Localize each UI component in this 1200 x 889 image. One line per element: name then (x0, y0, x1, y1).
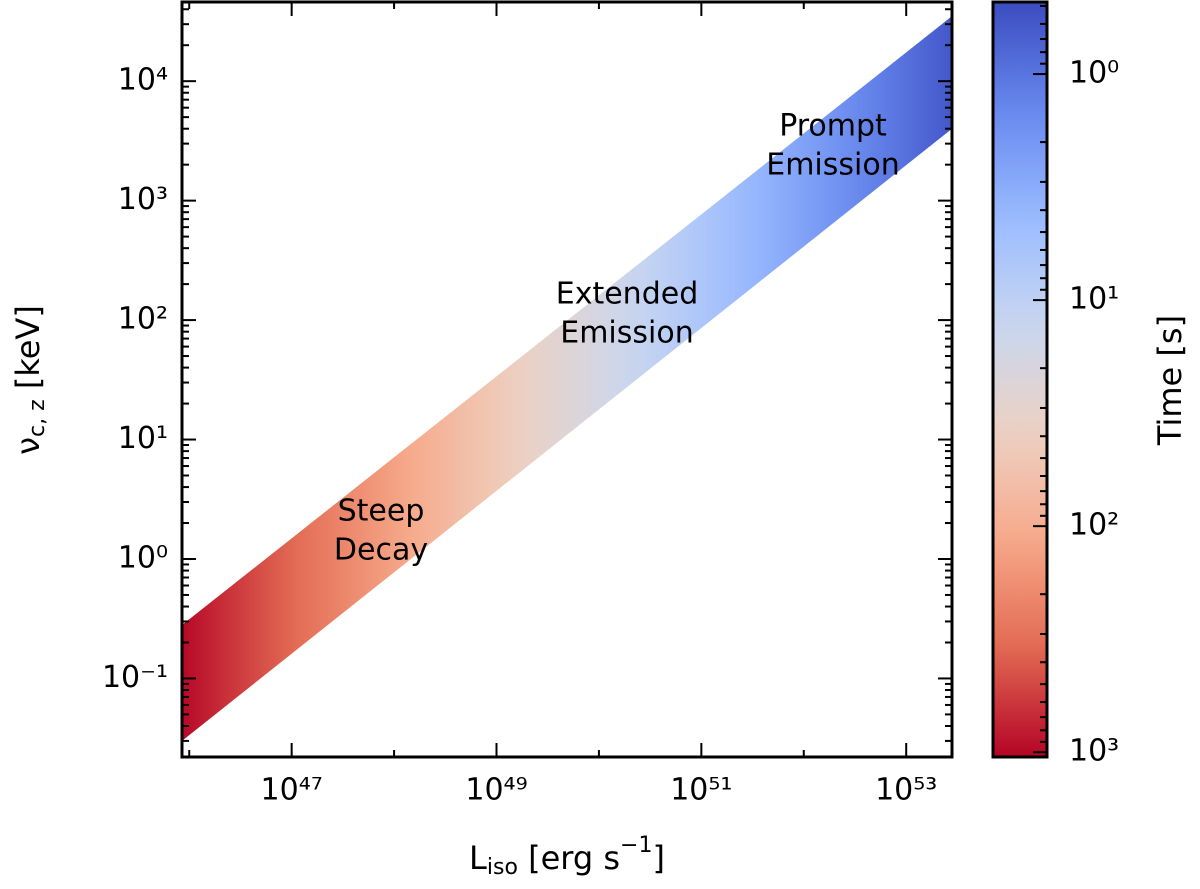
label-part: −1 (620, 833, 652, 858)
colorbar (991, 0, 1049, 759)
y-tick-label: 10⁰ (118, 540, 168, 575)
x-tick-label: 10⁵¹ (670, 773, 732, 808)
label-part: [keV] (9, 305, 47, 399)
colorbar-tick-label: 10³ (1069, 734, 1119, 769)
annotation: Steep (338, 494, 425, 529)
label-part: c, z (25, 399, 50, 437)
annotation: Emission (766, 148, 899, 183)
y-axis-label: νc, z [keV] (9, 305, 50, 455)
colorbar-tick-label: 10⁰ (1069, 56, 1119, 91)
x-tick-label: 10⁴⁷ (261, 773, 323, 808)
label-part: ν (9, 437, 47, 455)
y-tick-label: 10³ (118, 182, 168, 217)
y-tick-label: 10¹ (118, 421, 168, 456)
x-tick-label: 10⁴⁹ (465, 773, 527, 808)
colorbar-tick-label: 10¹ (1069, 282, 1119, 317)
y-tick-label: 10⁴ (118, 63, 168, 98)
label-part: ] (652, 839, 664, 877)
plot-frame (180, 0, 954, 759)
annotation: Extended (556, 277, 699, 312)
colorbar-label: Time [s] (1151, 315, 1189, 446)
label-part: iso (487, 855, 518, 880)
y-tick-label: 10⁻¹ (102, 660, 168, 695)
y-tick-label: 10² (118, 302, 168, 337)
colorbar-tick-label: 10² (1069, 508, 1119, 543)
annotation: Emission (560, 316, 693, 351)
annotation: Prompt (779, 109, 887, 144)
label-part: L (469, 839, 487, 877)
label-part: [erg s (518, 839, 620, 877)
x-axis-label: Liso [erg s−1] (469, 833, 665, 880)
x-tick-label: 10⁵³ (875, 773, 937, 808)
band (182, 16, 952, 741)
annotation: Decay (334, 533, 428, 568)
